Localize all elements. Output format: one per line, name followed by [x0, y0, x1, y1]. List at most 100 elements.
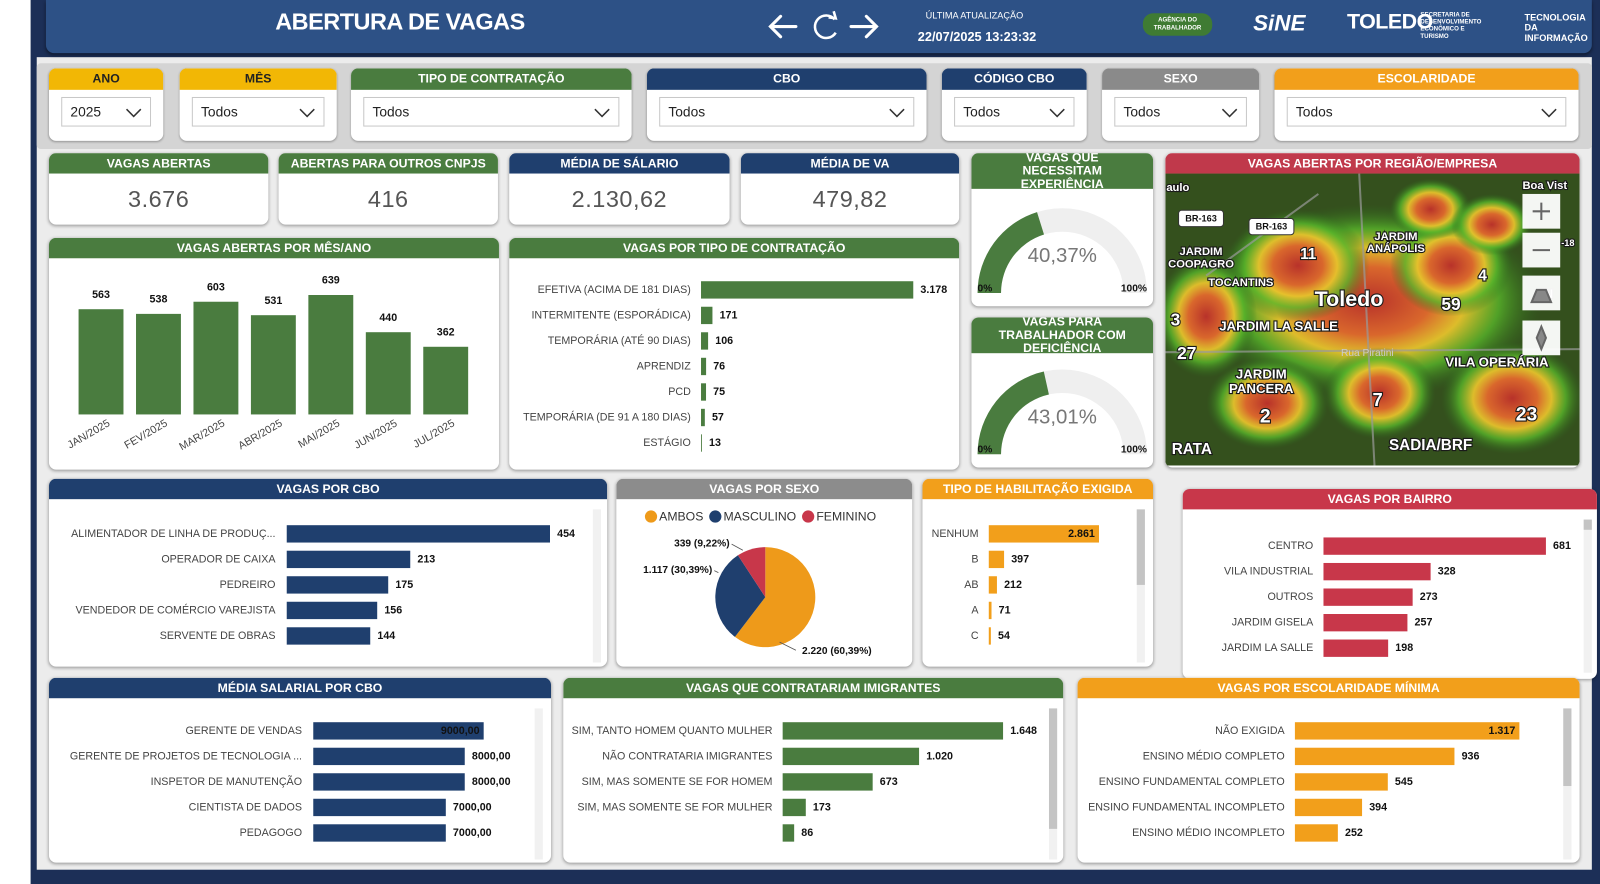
map-label-line: PANCERA	[1229, 380, 1294, 395]
map-label-line: RATA	[1172, 441, 1212, 458]
chevron-icon	[299, 108, 315, 118]
chart-area: CENTRO 681 VILA INDUSTRIAL 328 OUTROS 273 JARD…	[1222, 519, 1592, 673]
category-label: PEDAGOGO	[240, 827, 302, 839]
chart-panel: NÃO EXIGIDA 1.317 ENSINO MÉDIO COMPLETO 936…	[1077, 677, 1580, 863]
bar	[286, 601, 378, 620]
bar	[988, 550, 1005, 569]
bar	[782, 824, 795, 842]
chevron	[1221, 108, 1238, 118]
bar	[313, 773, 465, 791]
chart-panel: SIM, TANTO HOMEM QUANTO MULHER 1.648 NÃO C…	[563, 677, 1064, 863]
x-tick-label: FEV/2025	[122, 417, 169, 451]
bar	[1323, 639, 1389, 657]
refresh-icon[interactable]	[813, 10, 838, 40]
value-label: 252	[1345, 827, 1363, 839]
chart-area: 563 JAN/2025 538 FEV/2025 603 MAR/2025 531 ABR/…	[65, 275, 469, 453]
chart-area: GERENTE DE VENDAS 9000,00 GERENTE DE PROJE…	[70, 708, 543, 860]
filter-dropdown[interactable]: Todos	[954, 96, 1075, 127]
chevron	[299, 108, 315, 118]
x-tick-label: JUN/2025	[352, 417, 399, 451]
bar	[701, 306, 713, 325]
chart-panel: CENTRO 681 VILA INDUSTRIAL 328 OUTROS 273 JARD…	[1182, 488, 1597, 679]
map-label: 3	[1171, 310, 1181, 330]
chevron	[125, 108, 142, 118]
filter-dropdown[interactable]: 2025	[61, 96, 152, 127]
logo-text: AGÊNCIA DO TRABALHADOR	[1142, 13, 1213, 36]
gauge-value: 40,37%	[1028, 245, 1097, 267]
category-label: GERENTE DE PROJETOS DE TECNOLOGIA ...	[70, 750, 302, 762]
map-label: JARDIM PANCERA	[1229, 366, 1294, 395]
map-label-line: Toledo	[1315, 287, 1384, 311]
filter-dropdown[interactable]: Todos	[659, 96, 915, 127]
panel-title: TIPO DE HABILITAÇÃO EXIGIDA	[922, 478, 1154, 500]
heat-blob	[1440, 341, 1580, 455]
map-label: Rua Piratini	[1341, 348, 1394, 359]
bar	[782, 722, 1004, 740]
heat-blob	[1451, 193, 1533, 256]
filter-label: TIPO DE CONTRATAÇÃO	[351, 68, 632, 90]
chart-panel: 40,37% 0% 100% VAGAS QUE NECESSITAM EXPERIÊ…	[971, 153, 1154, 307]
filter-dropdown[interactable]: Todos	[1286, 96, 1567, 127]
map-label-line: 4	[1478, 267, 1487, 284]
heat-blob	[1323, 347, 1436, 439]
value-label: 681	[1553, 540, 1571, 552]
bar	[988, 525, 1099, 543]
chart-panel: 43,01% 0% 100% VAGAS PARA TRABALHADOR COM D…	[971, 317, 1154, 468]
bar	[1323, 537, 1546, 555]
forward-arrow[interactable]	[849, 14, 879, 39]
scrollbar-track	[534, 708, 543, 860]
map-label-line: JARDIM LA SALLE	[1219, 318, 1338, 333]
category-label: OPERADOR DE CAIXA	[161, 553, 276, 565]
value-label: 212	[1004, 579, 1022, 591]
bar	[701, 281, 914, 299]
scrollbar-thumb	[1563, 708, 1572, 787]
map-label-line: aulo	[1166, 182, 1189, 194]
bar	[136, 313, 181, 415]
category-label: SIM, MAS SOMENTE SE FOR MULHER	[577, 801, 772, 813]
logo-text: SiNE	[1253, 10, 1306, 36]
category-label: PCD	[668, 386, 691, 398]
map-label-line: Rua Piratini	[1341, 348, 1394, 359]
bar	[701, 332, 709, 350]
filter-dropdown[interactable]: Todos	[191, 96, 325, 127]
bar	[286, 627, 371, 645]
bar	[1294, 798, 1363, 817]
value-label: 7000,00	[453, 801, 492, 813]
map-label: Toledo	[1315, 287, 1384, 311]
scrollbar-thumb	[1136, 509, 1145, 585]
category-label: JARDIM LA SALLE	[1222, 642, 1314, 654]
kpi-title: MÉDIA DE SÁLARIO	[509, 153, 730, 174]
kpi-title: MÉDIA DE VA	[740, 153, 960, 174]
filter-value: Todos	[1123, 104, 1161, 120]
filter-card: ANO 2025	[48, 68, 164, 141]
category-label: ENSINO FUNDAMENTAL COMPLETO	[1099, 776, 1285, 788]
map-label: BR-163	[1185, 213, 1217, 223]
back-arrow[interactable]	[768, 14, 798, 39]
map-label-line: ANÁPOLIS	[1367, 242, 1425, 255]
kpi-card: ABERTAS PARA OUTROS CNPJS 416	[278, 153, 498, 225]
filter-card: SEXO Todos	[1102, 68, 1260, 141]
chevron-icon	[1221, 108, 1238, 118]
category-label: AB	[964, 579, 978, 591]
category-label: NÃO CONTRATARIA IMIGRANTES	[602, 749, 772, 762]
bar	[782, 798, 806, 817]
chevron-icon	[1541, 108, 1557, 118]
value-label: 440	[379, 312, 397, 324]
filter-label: ANO	[48, 68, 164, 90]
value-label: 71	[999, 604, 1011, 616]
filter-dropdown[interactable]: Todos	[1114, 96, 1247, 127]
filter-card: CÓDIGO CBO Todos	[941, 68, 1087, 141]
zoom-icons	[1530, 202, 1553, 352]
panel-title: VAGAS QUE CONTRATARIAM IMIGRANTES	[563, 677, 1064, 699]
bar	[988, 627, 991, 645]
panel-title: VAGAS POR ESCOLARIDADE MÍNIMA	[1077, 677, 1580, 699]
category-label: OUTROS	[1267, 591, 1313, 603]
pie-slice	[734, 547, 816, 648]
update-label: ÚLTIMA ATUALIZAÇÃO	[925, 10, 1024, 21]
chart-panel: GERENTE DE VENDAS 9000,00 GERENTE DE PROJE…	[48, 677, 552, 863]
map-label: RATA	[1172, 441, 1212, 458]
bar	[988, 576, 997, 594]
heat-blob	[1165, 255, 1258, 378]
filter-dropdown[interactable]: Todos	[363, 96, 620, 127]
